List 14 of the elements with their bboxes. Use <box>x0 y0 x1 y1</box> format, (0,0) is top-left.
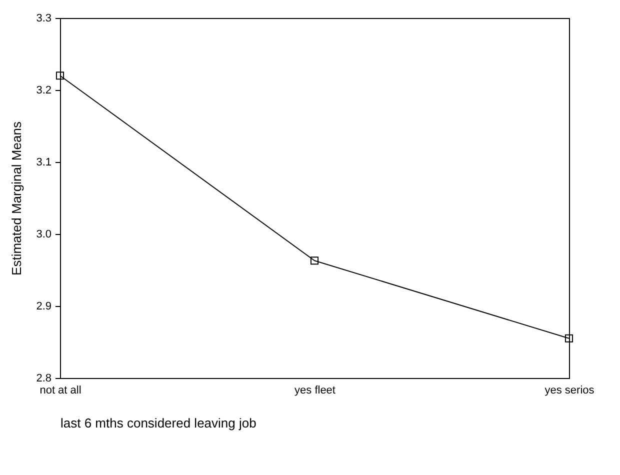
y-tick-label: 3.3 <box>36 12 52 24</box>
x-tick-label: yes fleet <box>294 384 336 396</box>
point <box>310 256 319 265</box>
y-tick-label: 2.9 <box>36 300 52 312</box>
point <box>56 72 64 80</box>
x-tick-label: yes serios <box>544 384 595 396</box>
x-axis-title: last 6 mths considered leaving job <box>60 416 256 430</box>
y-axis-title: Estimated Marginal Means <box>9 121 24 276</box>
x-tick-label: not at all <box>40 384 82 396</box>
y-tick-label: 3.0 <box>36 228 52 240</box>
y-tick-label: 3.1 <box>36 156 52 168</box>
point <box>564 334 574 342</box>
y-tick-label: 2.8 <box>36 372 52 384</box>
y-tick-label: 3.2 <box>36 84 52 96</box>
